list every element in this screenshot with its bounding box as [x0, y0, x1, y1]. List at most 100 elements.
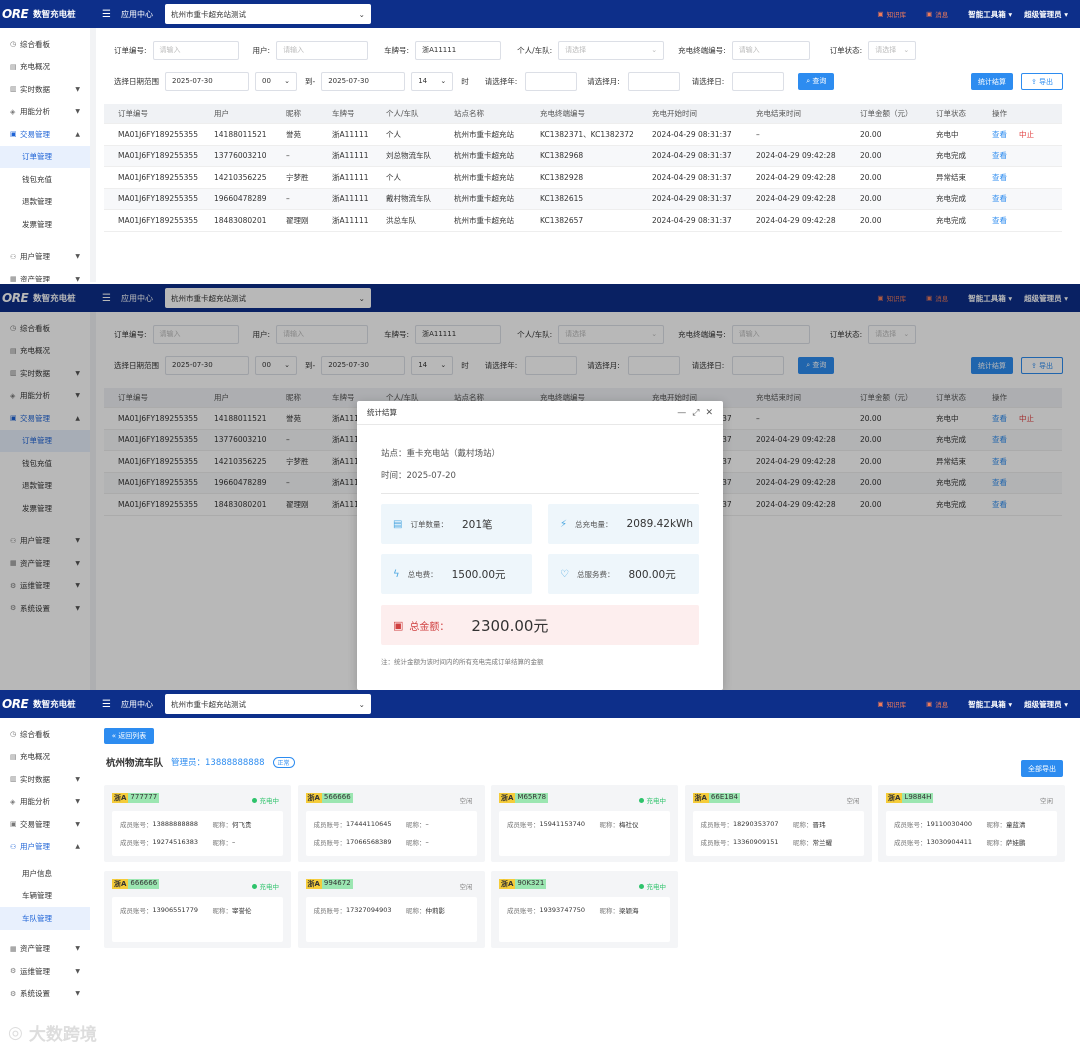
- message-link[interactable]: ▣ 消息: [926, 700, 949, 709]
- view-link[interactable]: 查看: [992, 478, 1007, 488]
- month-select[interactable]: [627, 355, 680, 375]
- knowledge-link[interactable]: ▣ 知识库: [877, 10, 907, 19]
- sidebar-item-users[interactable]: ⚇ 用户管理 ▲: [10, 842, 80, 852]
- order-no-input[interactable]: 请输入: [152, 40, 239, 60]
- sidebar-item-dashboard[interactable]: ◷ 综合看板: [10, 729, 50, 739]
- sidebar-item-assets[interactable]: ▦ 资产管理 ▼: [10, 558, 80, 568]
- view-link[interactable]: 查看: [992, 151, 1007, 161]
- export-button[interactable]: ⇪ 导出: [1021, 73, 1063, 90]
- hour-to-select[interactable]: 14 ⌄: [411, 71, 454, 91]
- minimize-icon[interactable]: —: [677, 407, 687, 418]
- sidebar-sub-orders[interactable]: 订单管理: [0, 429, 90, 452]
- message-link[interactable]: ▣ 消息: [926, 294, 949, 303]
- hour-from-select[interactable]: 00 ⌄: [255, 71, 297, 91]
- close-icon[interactable]: ✕: [705, 407, 713, 418]
- query-button[interactable]: ⌕ 查询: [798, 72, 835, 90]
- month-select[interactable]: [627, 71, 680, 91]
- tools-menu[interactable]: 智能工具箱 ▾: [968, 9, 1013, 19]
- app-center-link[interactable]: 应用中心: [120, 293, 153, 303]
- sidebar-item-charge-overview[interactable]: ▤ 充电概况: [10, 62, 50, 72]
- plate-input[interactable]: 浙A11111: [415, 324, 502, 344]
- tools-menu[interactable]: 智能工具箱 ▾: [968, 293, 1013, 303]
- view-link[interactable]: 查看: [992, 435, 1007, 445]
- sidebar-item-realtime[interactable]: ▥ 实时数据 ▼: [10, 774, 80, 784]
- sidebar-sub-refund[interactable]: 退款管理: [22, 197, 52, 207]
- stat-settle-button[interactable]: 统计结算: [971, 73, 1013, 90]
- sidebar-sub-vehicles[interactable]: 车辆管理: [22, 891, 52, 901]
- sidebar-item-assets[interactable]: ▦ 资产管理 ▼: [10, 944, 80, 954]
- sidebar-item-system[interactable]: ⚙ 系统设置 ▼: [10, 989, 80, 999]
- maximize-icon[interactable]: ⤢: [692, 407, 700, 418]
- sidebar-item-assets[interactable]: ▦ 资产管理 ▼: [10, 274, 80, 282]
- day-select[interactable]: [732, 355, 785, 375]
- export-all-button[interactable]: 全部导出: [1021, 760, 1063, 777]
- knowledge-link[interactable]: ▣ 知识库: [877, 700, 907, 709]
- tools-menu[interactable]: 智能工具箱 ▾: [968, 699, 1013, 709]
- sidebar-sub-invoice[interactable]: 发票管理: [22, 219, 52, 229]
- hour-from-select[interactable]: 00 ⌄: [255, 355, 297, 375]
- sidebar-sub-invoice[interactable]: 发票管理: [22, 503, 52, 513]
- view-link[interactable]: 查看: [992, 194, 1007, 204]
- view-link[interactable]: 查看: [992, 413, 1007, 423]
- vehicle-card[interactable]: 浙A 666666 充电中 成员账号： 13906551779 昵称： 宰誉伦: [104, 871, 291, 948]
- station-select[interactable]: 杭州市重卡超充站测试 ⌄: [164, 288, 371, 308]
- vehicle-card[interactable]: 浙A 90K321 充电中 成员账号： 19393747750 昵称： 梁颖海: [491, 871, 678, 948]
- date-to-input[interactable]: 2025-07-30: [321, 355, 406, 375]
- team-select[interactable]: 请选择 ⌄: [558, 40, 665, 60]
- sidebar-sub-refund[interactable]: 退款管理: [22, 481, 52, 491]
- year-select[interactable]: [525, 71, 578, 91]
- knowledge-link[interactable]: ▣ 知识库: [877, 294, 907, 303]
- view-link[interactable]: 查看: [992, 499, 1007, 509]
- sidebar-item-trade[interactable]: ▣ 交易管理 ▲: [10, 413, 80, 423]
- stop-link[interactable]: 中止: [1019, 129, 1034, 139]
- sidebar-item-realtime[interactable]: ▥ 实时数据 ▼: [10, 368, 80, 378]
- sidebar-item-trade[interactable]: ▣ 交易管理 ▼: [10, 819, 80, 829]
- app-center-link[interactable]: 应用中心: [120, 699, 153, 709]
- hamburger-icon[interactable]: ☰: [102, 698, 111, 710]
- vehicle-card[interactable]: 浙A 66E1B4 空闲 成员账号： 18290353707 昵称： 晋玮 成员账号： 1336…: [684, 785, 872, 862]
- view-link[interactable]: 查看: [992, 129, 1007, 139]
- sidebar-item-analysis[interactable]: ◈ 用能分析 ▼: [10, 391, 80, 401]
- sidebar-item-dashboard[interactable]: ◷ 综合看板: [10, 323, 50, 333]
- user-input[interactable]: 请输入: [276, 324, 369, 344]
- export-button[interactable]: ⇪ 导出: [1021, 357, 1063, 374]
- sidebar-item-analysis[interactable]: ◈ 用能分析 ▼: [10, 107, 80, 117]
- vehicle-card[interactable]: 浙A 777777 充电中 成员账号： 13888888888 昵称： 何飞贵 成员账号： 19…: [104, 785, 291, 862]
- station-select[interactable]: 杭州市重卡超充站测试 ⌄: [164, 4, 371, 24]
- sidebar-item-users[interactable]: ⚇ 用户管理 ▼: [10, 536, 80, 546]
- admin-menu[interactable]: 超级管理员 ▾: [1024, 9, 1068, 19]
- stat-settle-button[interactable]: 统计结算: [971, 357, 1013, 374]
- stop-link[interactable]: 中止: [1019, 413, 1034, 423]
- admin-menu[interactable]: 超级管理员 ▾: [1024, 293, 1068, 303]
- day-select[interactable]: [732, 71, 785, 91]
- user-input[interactable]: 请输入: [276, 40, 369, 60]
- sidebar-item-ops[interactable]: ⚙ 运维管理 ▼: [10, 966, 80, 976]
- station-select[interactable]: 杭州市重卡超充站测试 ⌄: [164, 694, 371, 714]
- sidebar-item-analysis[interactable]: ◈ 用能分析 ▼: [10, 797, 80, 807]
- date-from-input[interactable]: 2025-07-30: [165, 355, 249, 375]
- date-to-input[interactable]: 2025-07-30: [321, 71, 406, 91]
- view-link[interactable]: 查看: [992, 172, 1007, 182]
- hamburger-icon[interactable]: ☰: [102, 8, 111, 20]
- admin-menu[interactable]: 超级管理员 ▾: [1024, 699, 1068, 709]
- sidebar-item-ops[interactable]: ⚙ 运维管理 ▼: [10, 581, 80, 591]
- team-select[interactable]: 请选择 ⌄: [558, 324, 665, 344]
- status-select[interactable]: 请选择 ⌄: [868, 40, 917, 60]
- vehicle-card[interactable]: 浙A 566666 空闲 成员账号： 17444110645 昵称： – 成员账号： 17066…: [297, 785, 485, 862]
- hamburger-icon[interactable]: ☰: [102, 292, 111, 304]
- plate-input[interactable]: 浙A11111: [415, 40, 502, 60]
- hour-to-select[interactable]: 14 ⌄: [411, 355, 454, 375]
- sidebar-item-trade[interactable]: ▣ 交易管理 ▲: [10, 129, 80, 139]
- year-select[interactable]: [525, 355, 578, 375]
- vehicle-card[interactable]: 浙A 994672 空闲 成员账号： 17327094903 昵称： 仲莉影: [297, 871, 485, 948]
- status-select[interactable]: 请选择 ⌄: [868, 324, 917, 344]
- sidebar-item-users[interactable]: ⚇ 用户管理 ▼: [10, 252, 80, 262]
- sidebar-item-realtime[interactable]: ▥ 实时数据 ▼: [10, 84, 80, 94]
- back-button[interactable]: « 返回列表: [104, 728, 154, 744]
- order-no-input[interactable]: 请输入: [152, 324, 239, 344]
- terminal-input[interactable]: 请输入: [731, 40, 810, 60]
- query-button[interactable]: ⌕ 查询: [798, 356, 835, 374]
- date-from-input[interactable]: 2025-07-30: [165, 71, 249, 91]
- app-center-link[interactable]: 应用中心: [120, 9, 153, 19]
- sidebar-sub-user-info[interactable]: 用户信息: [22, 868, 52, 878]
